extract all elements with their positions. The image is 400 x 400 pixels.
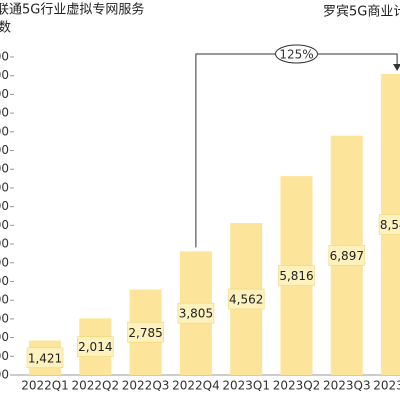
y-tick-label: 9,000: [0, 50, 9, 64]
y-tick-label: 7,000: [0, 124, 9, 138]
y-tick-label: 1,000: [0, 349, 9, 363]
arrow-head: [393, 63, 400, 71]
y-tick-label: 4,000: [0, 237, 9, 251]
value-label: 1,421: [28, 351, 62, 365]
value-label-box: [278, 265, 315, 286]
y-tick-label: 4,500: [0, 218, 9, 232]
x-tick-label: 2022Q1: [21, 379, 69, 393]
value-label: 3,805: [179, 307, 213, 321]
value-label-box: [177, 302, 215, 324]
annotation: 125%: [279, 48, 313, 62]
value-label-box: [328, 245, 366, 266]
y-tick-label: 2,000: [0, 311, 9, 325]
y-tick-label: 500: [0, 368, 9, 382]
y-tick-label: 8,500: [0, 68, 9, 82]
x-tick-label: 2023Q1: [222, 379, 270, 393]
value-label: 5,816: [279, 269, 313, 283]
y-tick-label: 7,500: [0, 106, 9, 120]
right-title: 罗宾5G商业计: [323, 4, 400, 20]
y-tick-label: 6,500: [0, 143, 9, 157]
y-tick-label: 3,000: [0, 274, 9, 288]
y-tick-label: 8,000: [0, 87, 9, 101]
value-label: 2,785: [128, 326, 162, 340]
y-tick-label: 3,500: [0, 255, 9, 269]
x-tick-label: 2022Q2: [71, 379, 119, 393]
x-tick-label: 2023Q2: [273, 379, 321, 393]
value-label: 8,547: [380, 218, 400, 232]
x-tick-label: 2023Q4: [373, 379, 400, 393]
annotation-box: [275, 44, 318, 64]
value-label: 6,897: [330, 249, 364, 263]
chart-subtitle: 数: [0, 21, 11, 36]
x-tick-label: 2022Q4: [172, 379, 220, 393]
chart-title: 联通5G行业虚拟专网服务: [0, 2, 144, 18]
x-tick-label: 2023Q3: [323, 379, 371, 393]
y-tick-label: 5,000: [0, 199, 9, 213]
y-tick-label: 2,500: [0, 293, 9, 307]
y-tick-label: 5,500: [0, 180, 9, 194]
value-label-box: [227, 288, 265, 310]
value-label: 4,562: [229, 293, 263, 307]
value-label: 2,014: [78, 340, 112, 354]
value-label-box: [127, 321, 164, 343]
value-label-box: [26, 347, 64, 369]
y-tick-label: 6,000: [0, 162, 9, 176]
x-tick-label: 2022Q3: [122, 379, 170, 393]
value-label-box: [378, 214, 400, 235]
value-label-box: [77, 336, 114, 357]
y-tick-label: 1,500: [0, 330, 9, 344]
